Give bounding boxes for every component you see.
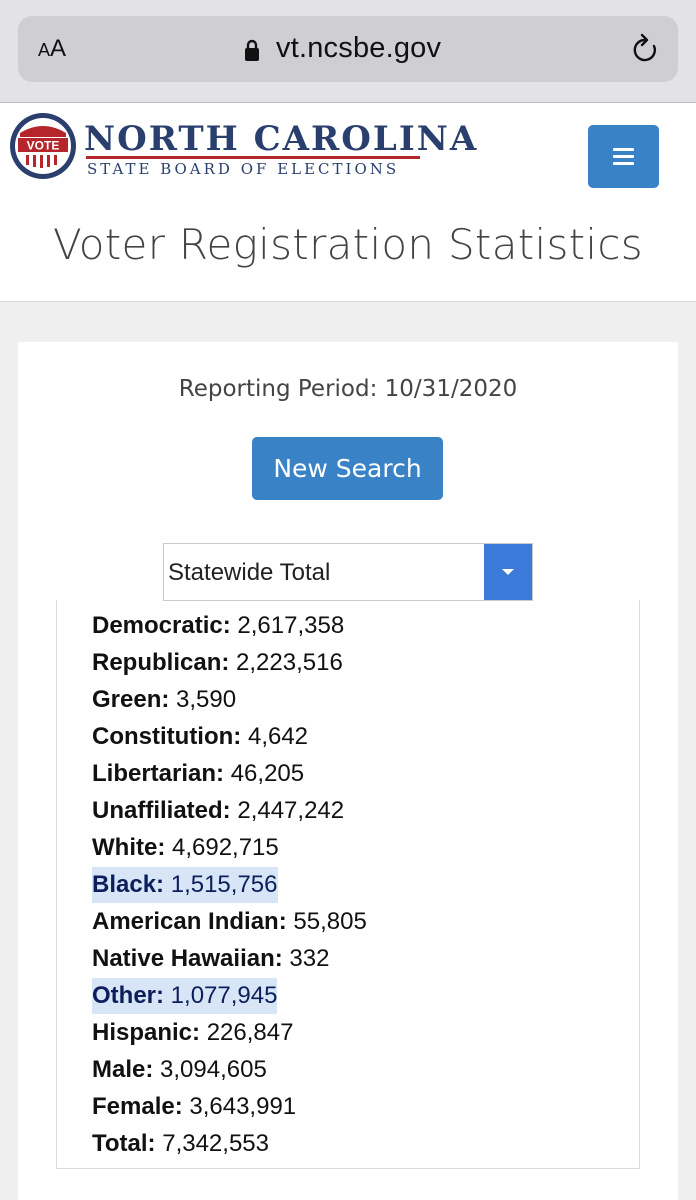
stat-row-other: Other: 1,077,945 — [92, 978, 278, 1014]
badge-text: VOTE — [27, 139, 60, 153]
stat-row-male: Male: 3,094,605 — [92, 1056, 267, 1083]
lock-icon — [245, 39, 259, 61]
stat-row-constitution: Constitution: 4,642 — [92, 723, 309, 750]
text-size-button[interactable]: AA — [38, 35, 67, 62]
logo-subtitle: STATE BOARD OF ELECTIONS — [87, 160, 400, 178]
reload-icon[interactable] — [630, 33, 660, 65]
vote-badge-logo[interactable]: VOTE — [8, 111, 78, 181]
page-title: Voter Registration Statistics — [53, 220, 643, 269]
dropdown-toggle[interactable] — [484, 544, 532, 600]
logo-title: NORTH CAROLINA — [84, 119, 479, 159]
stats-list: Democratic: 2,617,358 Republican: 2,223,… — [56, 600, 640, 1169]
stat-row-unaffiliated: Unaffiliated: 2,447,242 — [92, 797, 345, 824]
stat-row-native-hawaiian: Native Hawaiian: 332 — [92, 945, 330, 972]
chevron-down-icon — [502, 569, 514, 575]
stat-row-total: Total: 7,342,553 — [92, 1130, 269, 1157]
stat-row-hispanic: Hispanic: 226,847 — [92, 1019, 294, 1046]
stat-row-female: Female: 3,643,991 — [92, 1093, 297, 1120]
scope-select-value: Statewide Total — [168, 559, 331, 586]
stat-row-american-indian: American Indian: 55,805 — [92, 908, 367, 935]
menu-button[interactable] — [588, 125, 659, 188]
stat-row-white: White: 4,692,715 — [92, 834, 279, 861]
scope-select[interactable]: Statewide Total — [163, 543, 533, 601]
stat-row-libertarian: Libertarian: 46,205 — [92, 760, 305, 787]
browser-toolbar: AA vt.ncsbe.gov — [0, 0, 696, 103]
address-bar[interactable]: AA vt.ncsbe.gov — [18, 16, 678, 82]
new-search-button[interactable]: New Search — [252, 437, 443, 500]
reporting-period: Reporting Period: 10/31/2020 — [178, 376, 518, 402]
site-header: VOTE NORTH CAROLINA STATE BOARD OF ELECT… — [0, 103, 696, 302]
stat-row-democratic: Democratic: 2,617,358 — [92, 612, 345, 639]
stat-row-republican: Republican: 2,223,516 — [92, 649, 343, 676]
toolbar-divider — [0, 102, 696, 103]
stat-row-green: Green: 3,590 — [92, 686, 237, 713]
stat-row-black: Black: 1,515,756 — [92, 867, 278, 903]
results-card: Reporting Period: 10/31/2020 New Search … — [18, 342, 678, 1200]
logo-underline — [86, 156, 420, 159]
url-text: vt.ncsbe.gov — [276, 32, 442, 64]
